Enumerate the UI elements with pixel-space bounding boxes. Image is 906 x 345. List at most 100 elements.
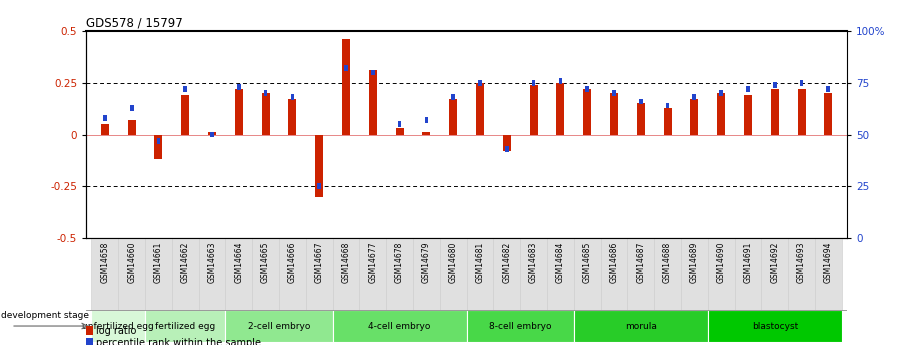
Bar [824,93,833,135]
Bar [92,310,145,342]
Bar [344,66,348,71]
Bar [771,89,779,135]
Bar [815,238,842,310]
Bar [103,115,107,121]
Bar [530,85,537,135]
Bar [128,120,136,135]
Text: fertilized egg: fertilized egg [155,322,216,331]
Bar [610,93,618,135]
Bar [422,132,430,135]
Bar [369,70,377,135]
Bar [317,184,321,189]
Text: 4-cell embryo: 4-cell embryo [369,322,430,331]
Bar [797,89,805,135]
Text: GSM14678: GSM14678 [395,241,404,283]
Text: GSM14694: GSM14694 [824,241,833,283]
Bar [371,70,375,75]
Bar [467,238,494,310]
Bar [627,238,654,310]
Bar [333,310,467,342]
Bar [145,310,226,342]
Text: percentile rank within the sample: percentile rank within the sample [96,338,261,345]
Text: 2-cell embryo: 2-cell embryo [248,322,310,331]
Text: GSM14687: GSM14687 [636,241,645,283]
Bar [130,105,133,110]
Bar [585,86,589,92]
Text: GSM14684: GSM14684 [556,241,564,283]
Text: GSM14662: GSM14662 [180,241,189,283]
Text: GSM14663: GSM14663 [207,241,217,283]
Bar [306,238,333,310]
Bar [154,135,162,159]
Bar [719,90,723,96]
Bar [451,95,455,100]
Text: GSM14668: GSM14668 [342,241,351,283]
Bar [663,108,671,135]
Text: GSM14690: GSM14690 [717,241,726,283]
Bar [360,238,386,310]
Text: GSM14688: GSM14688 [663,241,672,283]
Text: GSM14686: GSM14686 [610,241,619,283]
Bar [262,93,270,135]
Bar [315,135,323,197]
Text: GSM14681: GSM14681 [476,241,485,283]
Bar [467,310,573,342]
Bar [788,238,815,310]
Bar [556,83,564,135]
Text: GSM14679: GSM14679 [422,241,431,283]
Bar [718,93,725,135]
Bar [226,310,333,342]
Bar [692,95,696,100]
Bar [558,78,563,83]
Text: GSM14661: GSM14661 [154,241,163,283]
Bar [157,138,160,144]
Bar [386,238,413,310]
Bar [198,238,226,310]
Bar [86,326,93,335]
Bar [532,80,535,86]
Text: GSM14689: GSM14689 [689,241,699,283]
Bar [690,99,699,135]
Text: GSM14685: GSM14685 [583,241,592,283]
Bar [478,80,482,86]
Text: log ratio: log ratio [96,326,137,336]
Text: GDS578 / 15797: GDS578 / 15797 [86,17,183,30]
Bar [226,238,252,310]
Bar [210,132,214,137]
Text: development stage: development stage [1,311,89,320]
Bar [145,238,172,310]
Bar [744,95,752,135]
Text: GSM14682: GSM14682 [502,241,511,283]
Text: GSM14658: GSM14658 [101,241,110,283]
Bar [637,104,645,135]
Text: GSM14680: GSM14680 [448,241,458,283]
Text: blastocyst: blastocyst [752,322,798,331]
Bar [639,99,642,104]
Bar [264,90,267,96]
Text: GSM14677: GSM14677 [369,241,377,283]
Bar [612,90,616,96]
Bar [237,84,241,90]
Bar [333,238,360,310]
Bar [735,238,761,310]
Text: GSM14664: GSM14664 [235,241,244,283]
Bar [396,128,403,135]
Bar [288,99,296,135]
Text: unfertilized egg: unfertilized egg [82,322,154,331]
Bar [708,310,842,342]
Text: GSM14691: GSM14691 [744,241,753,283]
Bar [666,103,670,108]
Bar [547,238,573,310]
Bar [342,39,350,135]
Bar [800,80,804,86]
Bar [601,238,627,310]
Text: GSM14660: GSM14660 [127,241,136,283]
Bar [235,89,243,135]
Bar [252,238,279,310]
Bar [449,99,458,135]
Bar [425,117,429,123]
Bar [92,238,118,310]
Bar [708,238,735,310]
Bar [181,95,189,135]
Bar [826,86,830,92]
